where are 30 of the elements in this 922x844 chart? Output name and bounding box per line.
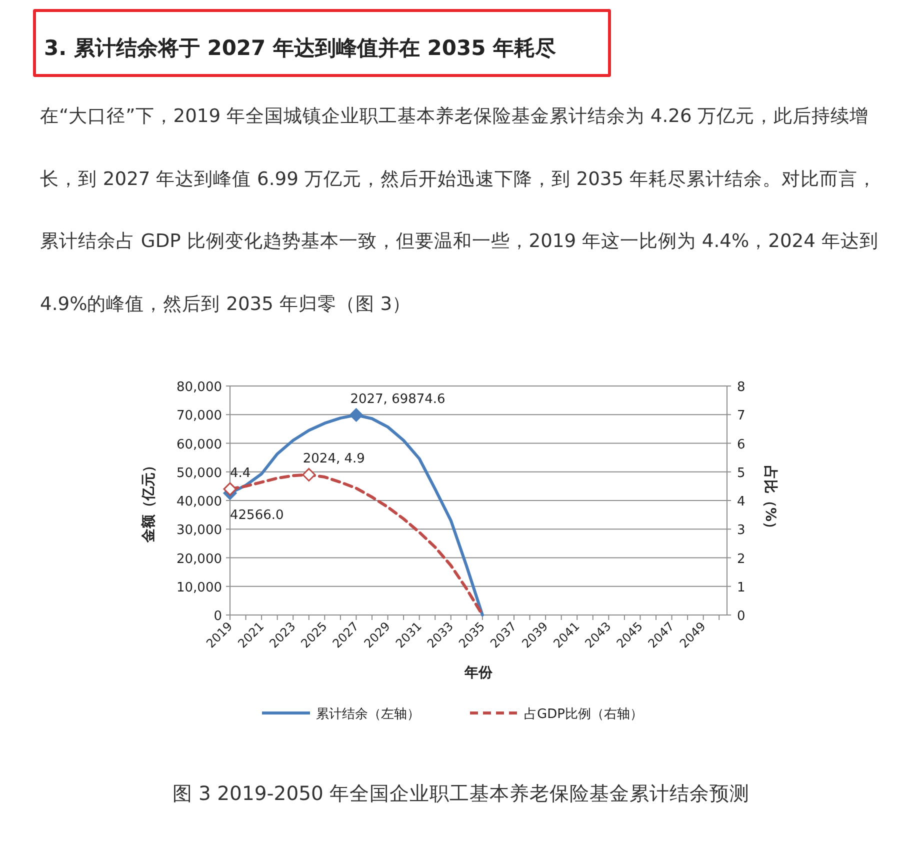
y2-tick-label: 2 (737, 552, 746, 567)
y-tick-label: 0 (214, 609, 222, 624)
y2-tick-label: 8 (737, 380, 746, 395)
legend-label: 占GDP比例（右轴） (524, 707, 643, 722)
text: 在“大口径”下，2019 年全国城镇企业职工基本养老保险基金累计结余为 4.26 万亿元，此后持续增长，到 2027 年达到峰值 6.99 万亿元，然后开始迅速下降，到 2035 年耗尽累计结余。对比而言，累计结余占 GDP 比例变化趋势基本一致，但要温和一些，2019 年这一比例为 4.4%，2024 年达到 4.9%的峰值，然后到 2035 年归零（图 3） (40, 106, 878, 314)
x-axis-title: 年份 (464, 665, 494, 681)
data-label: 2027, 69874.6 (350, 392, 446, 407)
y-tick-label: 80,000 (176, 380, 222, 395)
y2-tick-label: 3 (737, 523, 746, 538)
y2-tick-label: 7 (737, 408, 746, 424)
data-label: 42566.0 (230, 508, 284, 524)
y2-axis-title: 占比（%） (762, 465, 778, 536)
y2-tick-label: 5 (737, 466, 746, 481)
legend-label: 累计结余（左轴） (316, 707, 420, 722)
y-tick-label: 20,000 (176, 552, 222, 567)
y-tick-label: 70,000 (176, 408, 222, 424)
data-label: 4.4 (230, 466, 251, 482)
y-tick-label: 60,000 (176, 437, 222, 452)
caption: 图 3 2019-2050 年全国企业职工基本养老保险基金累计结余预测 (172, 782, 750, 805)
y-tick-label: 50,000 (176, 466, 222, 481)
y2-tick-label: 0 (737, 609, 746, 624)
y-tick-label: 40,000 (176, 494, 222, 510)
y2-tick-label: 4 (737, 494, 746, 510)
y2-tick-label: 1 (737, 580, 746, 596)
data-label: 2024, 4.9 (302, 452, 365, 467)
chart-title: 3. 累计结余将于 2027 年达到峰值并在 2035 年耗尽 (44, 35, 556, 62)
y2-tick-label: 6 (737, 437, 746, 452)
y-tick-label: 10,000 (176, 580, 222, 596)
y-tick-label: 30,000 (176, 523, 222, 538)
y-axis-title: 金额（亿元） (140, 458, 157, 544)
